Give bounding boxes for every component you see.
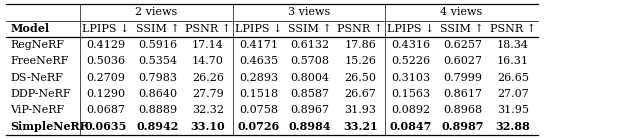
Text: 2 views: 2 views <box>136 7 178 17</box>
Text: 0.5354: 0.5354 <box>138 56 177 66</box>
Text: PSNR ↑: PSNR ↑ <box>337 24 383 34</box>
Text: PSNR ↑: PSNR ↑ <box>490 24 536 34</box>
Text: 0.5226: 0.5226 <box>392 56 431 66</box>
Text: 27.79: 27.79 <box>192 89 224 99</box>
Text: 26.67: 26.67 <box>344 89 376 99</box>
Text: 0.1290: 0.1290 <box>86 89 125 99</box>
Text: 32.32: 32.32 <box>192 105 224 115</box>
Text: 0.3103: 0.3103 <box>392 73 431 83</box>
Text: 0.0892: 0.0892 <box>392 105 431 115</box>
Text: SimpleNeRF: SimpleNeRF <box>10 121 88 132</box>
Text: 0.6257: 0.6257 <box>443 40 482 50</box>
Text: 0.2709: 0.2709 <box>86 73 125 83</box>
Text: LPIPS ↓: LPIPS ↓ <box>83 24 130 34</box>
Text: 0.0726: 0.0726 <box>237 121 280 132</box>
Text: 33.10: 33.10 <box>191 121 225 132</box>
Text: 0.2893: 0.2893 <box>239 73 278 83</box>
Text: 0.8942: 0.8942 <box>136 121 179 132</box>
Text: 0.0687: 0.0687 <box>86 105 125 115</box>
Text: 4 views: 4 views <box>440 7 483 17</box>
Text: 0.8004: 0.8004 <box>291 73 330 83</box>
Text: SSIM ↑: SSIM ↑ <box>136 24 179 34</box>
Text: 0.7983: 0.7983 <box>138 73 177 83</box>
Text: LPIPS ↓: LPIPS ↓ <box>387 24 435 34</box>
Text: SSIM ↑: SSIM ↑ <box>288 24 332 34</box>
Text: 26.50: 26.50 <box>344 73 376 83</box>
Text: 17.86: 17.86 <box>344 40 376 50</box>
Text: 0.1563: 0.1563 <box>392 89 431 99</box>
Text: 31.93: 31.93 <box>344 105 376 115</box>
Text: 15.26: 15.26 <box>344 56 376 66</box>
Text: 0.8617: 0.8617 <box>443 89 482 99</box>
Text: 0.8587: 0.8587 <box>291 89 330 99</box>
Text: 14.70: 14.70 <box>192 56 224 66</box>
Text: 3 views: 3 views <box>288 7 330 17</box>
Text: 0.4316: 0.4316 <box>392 40 431 50</box>
Text: 18.34: 18.34 <box>497 40 529 50</box>
Text: 0.4171: 0.4171 <box>239 40 278 50</box>
Text: 27.07: 27.07 <box>497 89 529 99</box>
Text: 0.8984: 0.8984 <box>289 121 332 132</box>
Text: 0.6132: 0.6132 <box>291 40 330 50</box>
Text: 26.26: 26.26 <box>192 73 224 83</box>
Text: 17.14: 17.14 <box>192 40 224 50</box>
Text: 0.5036: 0.5036 <box>86 56 125 66</box>
Text: 0.8968: 0.8968 <box>443 105 482 115</box>
Text: 0.4129: 0.4129 <box>86 40 125 50</box>
Text: 0.0635: 0.0635 <box>85 121 127 132</box>
Text: 0.1518: 0.1518 <box>239 89 278 99</box>
Text: DDP-NeRF: DDP-NeRF <box>10 89 71 99</box>
Text: 0.4635: 0.4635 <box>239 56 278 66</box>
Text: 0.0758: 0.0758 <box>239 105 278 115</box>
Text: 0.8967: 0.8967 <box>291 105 330 115</box>
Text: 0.5708: 0.5708 <box>291 56 330 66</box>
Text: 0.8889: 0.8889 <box>138 105 177 115</box>
Text: FreeNeRF: FreeNeRF <box>10 56 68 66</box>
Text: 0.7999: 0.7999 <box>443 73 482 83</box>
Text: DS-NeRF: DS-NeRF <box>10 73 63 83</box>
Text: 0.8987: 0.8987 <box>441 121 484 132</box>
Text: PSNR ↑: PSNR ↑ <box>185 24 231 34</box>
Text: 0.8640: 0.8640 <box>138 89 177 99</box>
Text: 33.21: 33.21 <box>343 121 378 132</box>
Text: SSIM ↑: SSIM ↑ <box>440 24 484 34</box>
Text: RegNeRF: RegNeRF <box>10 40 64 50</box>
Text: 31.95: 31.95 <box>497 105 529 115</box>
Text: 0.0847: 0.0847 <box>390 121 432 132</box>
Text: 32.88: 32.88 <box>495 121 530 132</box>
Text: 0.5916: 0.5916 <box>138 40 177 50</box>
Text: 16.31: 16.31 <box>497 56 529 66</box>
Text: Model: Model <box>10 23 49 34</box>
Text: LPIPS ↓: LPIPS ↓ <box>235 24 282 34</box>
Text: 26.65: 26.65 <box>497 73 529 83</box>
Text: ViP-NeRF: ViP-NeRF <box>10 105 65 115</box>
Text: 0.6027: 0.6027 <box>443 56 482 66</box>
